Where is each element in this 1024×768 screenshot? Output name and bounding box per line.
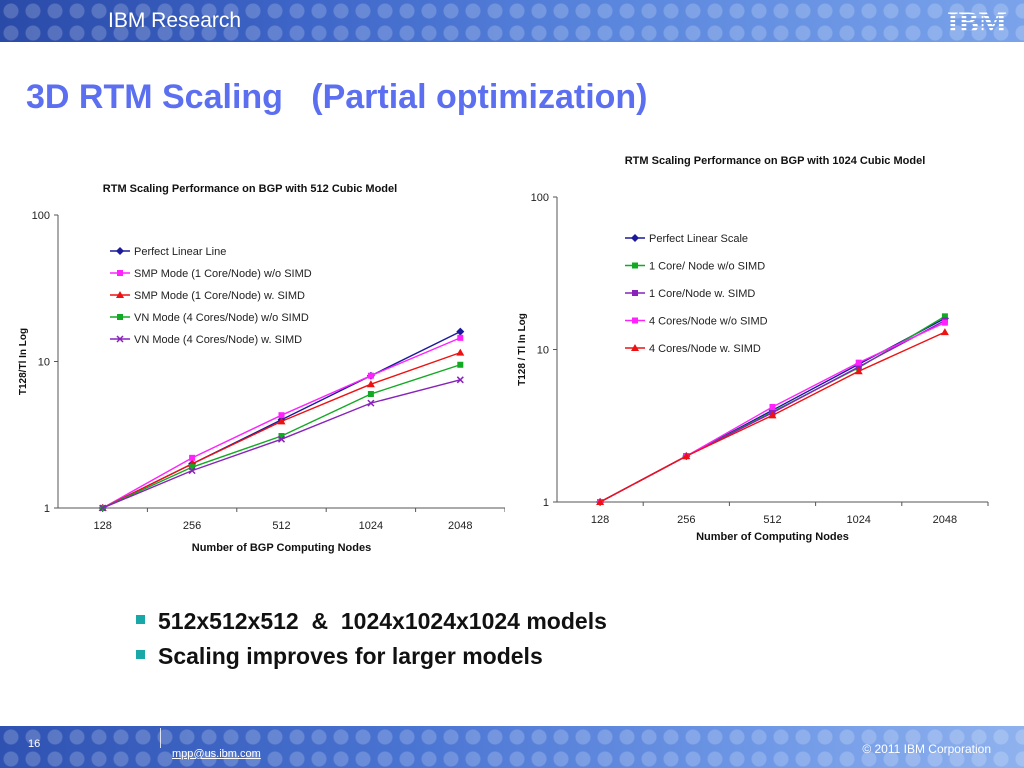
legend-label: 1 Core/ Node w/o SIMD bbox=[649, 261, 765, 273]
data-point bbox=[769, 403, 776, 410]
x-tick-label: 1024 bbox=[846, 514, 870, 526]
series-line bbox=[102, 351, 461, 509]
page-title: 3D RTM Scaling (Partial optimization) bbox=[26, 78, 648, 116]
data-point bbox=[366, 380, 375, 388]
x-tick-label: 512 bbox=[763, 514, 781, 526]
data-point bbox=[277, 435, 286, 443]
footer-divider bbox=[160, 728, 161, 748]
chart-title: RTM Scaling Performance on BGP with 512 … bbox=[103, 183, 397, 195]
page-number: 16 bbox=[28, 738, 41, 750]
bullet-square-icon bbox=[136, 650, 145, 660]
data-point bbox=[367, 391, 374, 398]
series-line bbox=[102, 379, 461, 509]
data-point bbox=[632, 290, 638, 296]
data-point bbox=[941, 319, 948, 326]
data-point bbox=[367, 372, 374, 379]
data-point bbox=[768, 411, 777, 419]
data-point bbox=[457, 361, 464, 368]
data-point bbox=[682, 452, 691, 460]
x-tick-label: 128 bbox=[591, 514, 609, 526]
email-link[interactable]: mpp@us.ibm.com bbox=[172, 748, 261, 760]
copyright-text: © 2011 IBM Corporation bbox=[862, 742, 991, 756]
data-point bbox=[99, 504, 107, 512]
footer-bar: 16 mpp@us.ibm.com © 2011 IBM Corporation bbox=[0, 726, 1024, 768]
data-point bbox=[367, 399, 375, 407]
legend-label: 4 Cores/Node w. SIMD bbox=[649, 343, 761, 355]
legend-label: Perfect Linear Line bbox=[134, 246, 226, 258]
legend-label: SMP Mode (1 Core/Node) w/o SIMD bbox=[134, 268, 312, 280]
data-point bbox=[117, 314, 123, 320]
data-point bbox=[596, 498, 605, 505]
data-point bbox=[278, 433, 285, 440]
bullet-square-icon bbox=[136, 615, 145, 625]
data-point bbox=[116, 291, 124, 298]
ibm-logo-text: IBM bbox=[947, 6, 1007, 36]
bullet-item: 512x512x512 & 1024x1024x1024 models bbox=[136, 604, 607, 639]
data-point bbox=[940, 328, 949, 336]
data-point bbox=[116, 247, 124, 255]
chart-1024-svg: RTM Scaling Performance on BGP with 1024… bbox=[517, 155, 989, 543]
data-point bbox=[631, 344, 639, 351]
x-tick-label: 256 bbox=[677, 514, 695, 526]
y-axis-label: T128/Tl In Log bbox=[18, 328, 29, 395]
legend-label: SMP Mode (1 Core/Node) w. SIMD bbox=[134, 290, 305, 302]
y-tick-label: 100 bbox=[531, 192, 549, 204]
chart-title: RTM Scaling Performance on BGP with 1024… bbox=[625, 155, 926, 167]
ibm-logo: IBM bbox=[947, 6, 1007, 36]
legend-label: Perfect Linear Scale bbox=[649, 233, 748, 245]
bullet-list: 512x512x512 & 1024x1024x1024 models Scal… bbox=[136, 604, 607, 674]
chart-512-cubic: RTM Scaling Performance on BGP with 512 … bbox=[0, 168, 506, 568]
bullet-item: Scaling improves for larger models bbox=[136, 639, 607, 674]
data-point bbox=[117, 270, 123, 276]
data-point bbox=[855, 363, 862, 370]
x-tick-label: 512 bbox=[272, 520, 290, 532]
chart-1024-cubic: RTM Scaling Performance on BGP with 1024… bbox=[515, 144, 990, 554]
x-tick-label: 2048 bbox=[933, 514, 957, 526]
data-point bbox=[188, 467, 196, 475]
header-dot-pattern bbox=[0, 0, 1024, 42]
y-axis-label: T128 / Tl In Log bbox=[517, 313, 528, 386]
legend-label: 4 Cores/Node w/o SIMD bbox=[649, 316, 768, 328]
y-tick-label: 10 bbox=[38, 357, 50, 369]
brand-label: IBM Research bbox=[108, 9, 242, 32]
y-tick-label: 1 bbox=[44, 503, 50, 515]
legend-label: 1 Core/Node w. SIMD bbox=[649, 288, 755, 300]
x-axis-label: Number of Computing Nodes bbox=[696, 531, 849, 543]
chart-512-svg: RTM Scaling Performance on BGP with 512 … bbox=[18, 183, 506, 554]
data-point bbox=[632, 317, 638, 324]
data-point bbox=[116, 335, 124, 343]
x-tick-label: 2048 bbox=[448, 520, 472, 532]
bullet-text: 512x512x512 & 1024x1024x1024 models bbox=[158, 608, 607, 634]
x-tick-label: 256 bbox=[183, 520, 201, 532]
y-tick-label: 1 bbox=[543, 497, 549, 509]
x-axis-label: Number of BGP Computing Nodes bbox=[192, 542, 371, 554]
data-point bbox=[456, 327, 465, 336]
legend-label: VN Mode (4 Cores/Node) w/o SIMD bbox=[134, 312, 309, 324]
header-bar: IBM Research IBM bbox=[0, 0, 1024, 42]
data-point bbox=[854, 367, 863, 375]
data-point bbox=[457, 334, 464, 341]
data-point bbox=[631, 234, 639, 242]
legend-label: VN Mode (4 Cores/Node) w. SIMD bbox=[134, 334, 302, 346]
x-tick-label: 1024 bbox=[359, 520, 383, 532]
footer-dot-pattern bbox=[0, 726, 1024, 768]
y-tick-label: 10 bbox=[537, 345, 549, 357]
data-point bbox=[277, 417, 286, 425]
data-point bbox=[632, 262, 638, 269]
data-point bbox=[189, 454, 196, 461]
data-point bbox=[456, 376, 464, 384]
bullet-text: Scaling improves for larger models bbox=[158, 643, 543, 669]
data-point bbox=[855, 359, 862, 366]
data-point bbox=[941, 313, 948, 320]
data-point bbox=[456, 348, 465, 356]
data-point bbox=[189, 464, 196, 471]
x-tick-label: 128 bbox=[94, 520, 112, 532]
y-tick-label: 100 bbox=[32, 210, 50, 222]
data-point bbox=[278, 412, 285, 419]
